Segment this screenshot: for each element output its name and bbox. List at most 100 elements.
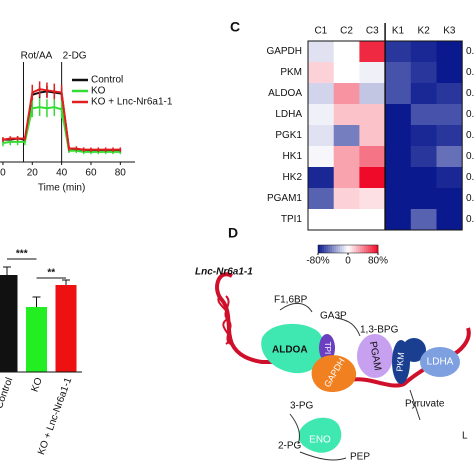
- bar: [26, 307, 47, 372]
- colorbar-step: [322, 245, 325, 253]
- heatmap-cell: [385, 41, 412, 63]
- metabolite: 3-PG: [290, 401, 314, 412]
- heatmap-cell: [359, 41, 386, 63]
- heatmap-cell: [333, 104, 360, 126]
- colorbar-step: [362, 245, 365, 253]
- colorbar-step: [358, 245, 361, 253]
- heatmap-cell: [410, 104, 437, 126]
- heatmap-cell: [410, 125, 437, 147]
- colorbar-step: [348, 245, 351, 253]
- enzyme-shape: [261, 323, 325, 374]
- side-label: 0.: [466, 88, 474, 99]
- heatmap-cell: [385, 104, 412, 126]
- colorbar-step: [342, 245, 345, 253]
- row-label: HK1: [283, 151, 303, 162]
- colorbar-step: [336, 245, 339, 253]
- heatmap-cell: [385, 209, 412, 231]
- panel-label: D: [228, 225, 238, 241]
- colorbar-step: [320, 245, 323, 253]
- row-label: PKM: [280, 67, 302, 78]
- heatmap-cell: [359, 209, 386, 231]
- legend-label: KO: [91, 86, 106, 97]
- metabolite: Pyruvate: [405, 399, 445, 410]
- heatmap-cell: [385, 167, 412, 189]
- heatmap-cell: [359, 83, 386, 105]
- heatmap-cell: [333, 209, 360, 231]
- enzyme-label: TPI: [323, 342, 332, 354]
- side-label: 0.: [466, 214, 474, 225]
- heatmap-cell: [359, 104, 386, 126]
- column-label: K3: [443, 26, 456, 37]
- heatmap-cell: [308, 167, 334, 189]
- pathway-diagram: [215, 272, 471, 461]
- heatmap-cell: [385, 83, 412, 105]
- metabolite: L: [462, 431, 468, 442]
- legend-label: Control: [91, 75, 123, 86]
- colorbar-step: [344, 245, 347, 253]
- row-label: PGAM1: [267, 193, 302, 204]
- enzyme-label: ALDOA: [272, 345, 308, 356]
- arrow: [279, 303, 313, 313]
- colorbar-step: [338, 245, 341, 253]
- heatmap-cell: [333, 83, 360, 105]
- colorbar-step: [368, 245, 371, 253]
- heatmap-cell: [308, 209, 334, 231]
- enzyme-label: PKM: [395, 352, 407, 372]
- colorbar-step: [360, 245, 363, 253]
- heatmap-cell: [436, 125, 463, 147]
- colorbar-step: [370, 245, 373, 253]
- heatmap-cell: [410, 41, 437, 63]
- colorbar-step: [346, 245, 349, 253]
- column-label: K1: [392, 26, 405, 37]
- rna-label: Lnc-Nr6a1-1: [195, 267, 253, 278]
- enzyme-shape: [402, 338, 426, 362]
- heatmap-cell: [308, 125, 334, 147]
- column-label: C3: [366, 26, 379, 37]
- x-tick-label: 0: [0, 168, 6, 179]
- heatmap-cell: [410, 83, 437, 105]
- enzyme-shape: [420, 347, 460, 377]
- side-label: 0.: [466, 130, 474, 141]
- annotation: 2-DG: [63, 51, 87, 62]
- metabolite: 2-PG: [278, 441, 302, 452]
- colorbar-step: [366, 245, 369, 253]
- column-label: C1: [314, 26, 327, 37]
- row-label: LDHA: [275, 109, 302, 120]
- heatmap-cell: [333, 62, 360, 84]
- heatmap-cell: [359, 125, 386, 147]
- panel-label: C: [230, 19, 240, 35]
- x-tick-label: 60: [85, 168, 97, 179]
- colorbar-step: [324, 245, 327, 253]
- heatmap-cell: [385, 125, 412, 147]
- heatmap-cell: [385, 188, 412, 210]
- colorbar-step: [318, 245, 321, 253]
- row-label: PGK1: [275, 130, 302, 141]
- colorbar-step: [374, 245, 377, 253]
- row-label: TPI1: [281, 214, 303, 225]
- heatmap-cell: [436, 167, 463, 189]
- row-label: ALDOA: [268, 88, 302, 99]
- dna-helix: [224, 295, 232, 345]
- colorbar-step: [326, 245, 329, 253]
- arrow: [335, 317, 361, 337]
- colorbar-step: [340, 245, 343, 253]
- row-label: HK2: [283, 172, 303, 183]
- heatmap-cell: [410, 188, 437, 210]
- colorbar-step: [334, 245, 337, 253]
- enzyme-label: ENO: [309, 435, 331, 446]
- x-tick-label: 20: [27, 168, 39, 179]
- metabolite: 1,3-BPG: [360, 325, 399, 336]
- legend-label: KO + Lnc-Nr6a1-1: [91, 97, 173, 108]
- heatmap-cell: [333, 167, 360, 189]
- heatmap-cell: [436, 62, 463, 84]
- side-label: 0.: [466, 151, 474, 162]
- colorbar-step: [372, 245, 375, 253]
- heatmap-cell: [385, 146, 412, 168]
- dna-helix: [217, 295, 231, 345]
- heatmap-cell: [410, 146, 437, 168]
- heatmap-cell: [436, 104, 463, 126]
- heatmap-cell: [385, 62, 412, 84]
- significance: **: [47, 268, 55, 279]
- heatmap-cell: [308, 83, 334, 105]
